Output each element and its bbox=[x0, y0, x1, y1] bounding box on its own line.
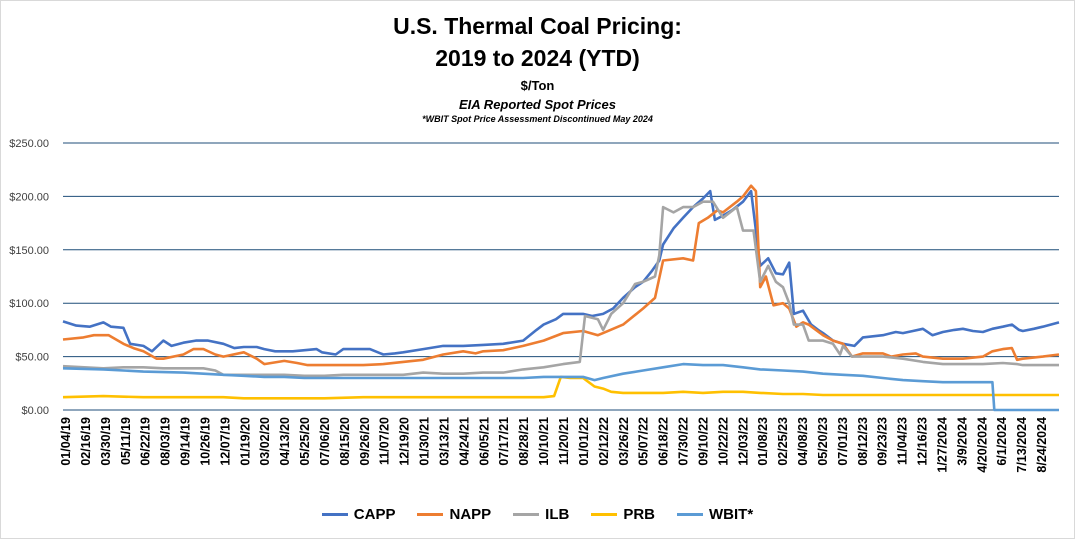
x-tick-label: 12/07/19 bbox=[218, 417, 232, 466]
legend-item: NAPP bbox=[417, 506, 491, 523]
series-line-napp bbox=[62, 184, 1060, 367]
x-tick-label: 01/19/20 bbox=[238, 417, 252, 466]
legend-swatch bbox=[677, 513, 704, 516]
chart-unit: $/Ton bbox=[520, 78, 555, 93]
x-tick-label: 03/26/22 bbox=[617, 417, 631, 466]
x-tick-label: 07/06/20 bbox=[318, 417, 332, 466]
x-tick-label: 07/17/21 bbox=[497, 417, 511, 466]
x-tick-label: 12/16/23 bbox=[916, 417, 930, 466]
x-tick-label: 04/13/20 bbox=[278, 417, 292, 466]
x-tick-label: 02/25/23 bbox=[776, 417, 790, 466]
x-tick-label: 3/9/2024 bbox=[955, 417, 969, 466]
legend-swatch bbox=[591, 513, 618, 516]
y-tick-label: $50.00 bbox=[15, 352, 49, 364]
x-tick-label: 05/25/20 bbox=[298, 417, 312, 466]
legend: CAPP NAPP ILB PRB WBIT* bbox=[1, 506, 1074, 523]
x-tick-label: 06/05/21 bbox=[477, 417, 491, 466]
x-tick-label: 05/11/19 bbox=[119, 417, 133, 465]
series-line-capp bbox=[62, 189, 1060, 356]
y-tick-label: $150.00 bbox=[9, 245, 49, 257]
x-tick-label: 08/15/20 bbox=[338, 417, 352, 466]
x-tick-label: 01/04/19 bbox=[59, 417, 73, 466]
x-tick-label: 08/12/23 bbox=[856, 417, 870, 466]
x-tick-label: 09/10/22 bbox=[696, 417, 710, 466]
legend-swatch bbox=[513, 513, 540, 516]
x-tick-label: 06/18/22 bbox=[657, 417, 671, 466]
x-tick-label: 10/22/22 bbox=[716, 417, 730, 466]
x-tick-label: 03/30/19 bbox=[99, 417, 113, 466]
legend-item: PRB bbox=[591, 506, 655, 523]
x-tick-label: 01/30/21 bbox=[418, 417, 432, 466]
x-tick-label: 1/27/2024 bbox=[935, 417, 949, 473]
chart-title-line2: 2019 to 2024 (YTD) bbox=[435, 45, 640, 71]
x-tick-label: 01/01/22 bbox=[577, 417, 591, 466]
x-tick-label: 10/10/21 bbox=[537, 417, 551, 466]
chart-subtitle: EIA Reported Spot Prices bbox=[459, 97, 616, 112]
x-tick-label: 09/23/23 bbox=[876, 417, 890, 466]
x-tick-label: 8/24/2024 bbox=[1035, 417, 1049, 473]
x-tick-label: 03/13/21 bbox=[437, 417, 451, 466]
x-tick-label: 4/20/2024 bbox=[975, 417, 989, 473]
x-tick-label: 12/19/20 bbox=[398, 417, 412, 466]
legend-label: NAPP bbox=[449, 506, 492, 523]
legend-item: WBIT* bbox=[677, 506, 753, 523]
y-tick-label: $250.00 bbox=[9, 138, 49, 150]
y-tick-label: $100.00 bbox=[9, 298, 49, 310]
legend-label: WBIT* bbox=[709, 506, 754, 523]
legend-swatch bbox=[321, 513, 348, 516]
x-tick-label: 10/26/19 bbox=[198, 417, 212, 466]
x-tick-label: 09/14/19 bbox=[179, 417, 193, 466]
x-tick-label: 12/03/22 bbox=[736, 417, 750, 466]
x-tick-label: 04/24/21 bbox=[457, 417, 471, 466]
x-tick-label: 06/22/19 bbox=[139, 417, 153, 466]
x-tick-label: 11/07/20 bbox=[378, 417, 392, 465]
x-tick-label: 08/03/19 bbox=[159, 417, 173, 466]
x-tick-label: 05/20/23 bbox=[816, 417, 830, 466]
legend-label: CAPP bbox=[353, 506, 396, 523]
x-tick-label: 11/20/21 bbox=[557, 417, 571, 465]
x-tick-label: 08/28/21 bbox=[517, 417, 531, 466]
legend-label: PRB bbox=[623, 506, 656, 523]
legend-item: ILB bbox=[513, 506, 569, 523]
x-tick-label: 07/01/23 bbox=[836, 417, 850, 466]
x-tick-label: 01/08/23 bbox=[756, 417, 770, 466]
x-tick-label: 04/08/23 bbox=[796, 417, 810, 466]
series-line-prb bbox=[62, 375, 1059, 400]
series-line-ilb bbox=[62, 200, 1059, 378]
x-tick-label: 07/30/22 bbox=[677, 417, 691, 466]
y-tick-label: $200.00 bbox=[9, 191, 49, 203]
x-tick-label: 03/02/20 bbox=[258, 417, 272, 466]
chart-note: *WBIT Spot Price Assessment Discontinued… bbox=[422, 114, 653, 124]
x-tick-label: 02/16/19 bbox=[79, 417, 93, 466]
legend-item: CAPP bbox=[321, 506, 396, 523]
x-tick-label: 6/1/2024 bbox=[995, 417, 1009, 466]
x-tick-label: 7/13/2024 bbox=[1015, 417, 1029, 473]
legend-swatch bbox=[417, 513, 444, 516]
series-line-wbit bbox=[62, 362, 1059, 412]
chart-title: U.S. Thermal Coal Pricing: bbox=[393, 13, 682, 39]
x-tick-label: 02/12/22 bbox=[597, 417, 611, 466]
y-tick-label: $0.00 bbox=[21, 405, 49, 417]
legend-label: ILB bbox=[545, 506, 570, 523]
x-tick-label: 09/26/20 bbox=[358, 417, 372, 466]
x-tick-label: 05/07/22 bbox=[637, 417, 651, 466]
x-tick-label: 11/04/23 bbox=[896, 417, 910, 465]
